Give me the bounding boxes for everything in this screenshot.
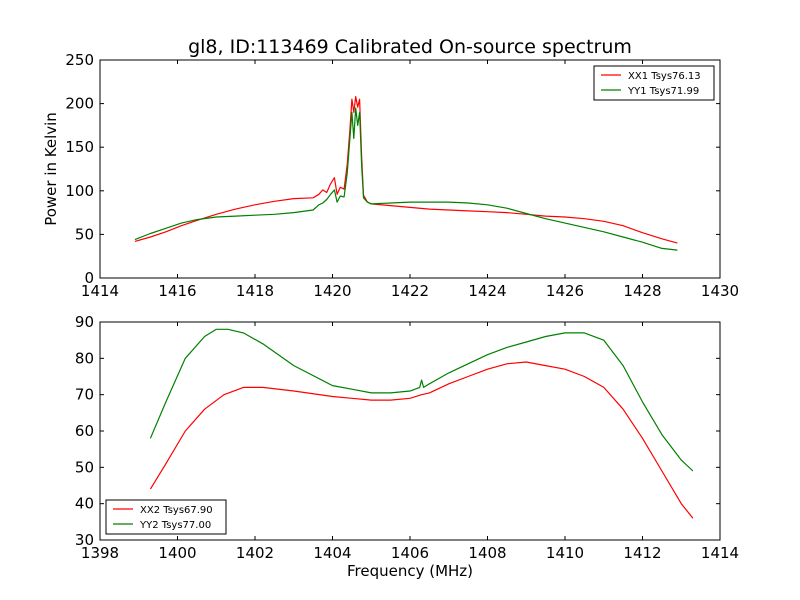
- bottom-legend-label-yy2: YY2 Tsys77.00: [139, 520, 211, 531]
- top-y-axis-label: Power in Kelvin: [42, 112, 60, 226]
- chart-title: gl8, ID:113469 Calibrated On-source spec…: [188, 36, 632, 58]
- bottom-legend: XX2 Tsys67.90 YY2 Tsys77.00: [105, 499, 227, 535]
- top-y-tick-label: 200: [65, 95, 94, 113]
- top-x-tick-label: 1420: [313, 282, 351, 300]
- bottom-x-tick-label: 1408: [468, 544, 506, 562]
- top-x-tick-label: 1416: [158, 282, 196, 300]
- top-x-tick-label: 1418: [236, 282, 274, 300]
- top-y-tick-label: 250: [65, 51, 94, 69]
- bottom-y-tick-label: 70: [75, 386, 94, 404]
- bottom-x-tick-label: 1400: [158, 544, 196, 562]
- top-series-line-yy: [134, 107, 678, 251]
- top-y-tick-label: 150: [65, 138, 94, 156]
- top-x-tick-label: 1428: [623, 282, 661, 300]
- bottom-y-tick-label: 60: [75, 422, 94, 440]
- bottom-y-tick-label: 90: [75, 313, 94, 331]
- top-legend-label-xx1: XX1 Tsys76.13: [628, 71, 701, 82]
- top-x-tick-label: 1430: [701, 282, 739, 300]
- top-ticks: 1414 1416 1418 1420 1422 1424 1426 1428 1430 0 50 1…: [65, 51, 739, 300]
- bottom-x-axis-label: Frequency (MHz): [347, 562, 473, 580]
- top-x-tick-label: 1426: [546, 282, 584, 300]
- top-legend-box: [593, 65, 715, 101]
- bottom-x-tick-label: 1402: [236, 544, 274, 562]
- bottom-series: [149, 328, 694, 519]
- bottom-legend-box: [105, 499, 227, 535]
- bottom-y-tick-label: 50: [75, 458, 94, 476]
- bottom-x-tick-label: 1414: [701, 544, 739, 562]
- bottom-x-tick-label: 1412: [623, 544, 661, 562]
- bottom-chart: 1398 1400 1402 1404 1406 1408 1410 1412 1414 30 40…: [75, 313, 739, 580]
- bottom-x-tick-label: 1404: [313, 544, 351, 562]
- top-series-line-xx: [134, 95, 678, 244]
- bottom-x-tick-label: 1398: [81, 544, 119, 562]
- bottom-legend-label-xx2: XX2 Tsys67.90: [140, 505, 213, 516]
- bottom-y-tick-label: 40: [75, 495, 94, 513]
- top-x-tick-label: 1424: [468, 282, 506, 300]
- bottom-x-tick-label: 1406: [391, 544, 429, 562]
- bottom-x-tick-label: 1410: [546, 544, 584, 562]
- bottom-series-line-xx: [149, 361, 694, 519]
- top-legend-label-yy1: YY1 Tsys71.99: [627, 86, 699, 97]
- bottom-series-line-yy: [149, 328, 694, 472]
- top-legend: XX1 Tsys76.13 YY1 Tsys71.99: [593, 65, 715, 101]
- bottom-y-tick-label: 30: [75, 531, 94, 549]
- top-x-tick-label: 1414: [81, 282, 119, 300]
- top-x-tick-label: 1422: [391, 282, 429, 300]
- top-y-tick-label: 100: [65, 182, 94, 200]
- top-y-tick-label: 0: [84, 269, 94, 287]
- top-series: [134, 95, 678, 251]
- top-chart: 1414 1416 1418 1420 1422 1424 1426 1428 1430 0 50 1…: [42, 51, 739, 300]
- bottom-y-tick-label: 80: [75, 349, 94, 367]
- top-y-tick-label: 50: [75, 225, 94, 243]
- bottom-ticks: 1398 1400 1402 1404 1406 1408 1410 1412 1414 30 40…: [75, 313, 739, 562]
